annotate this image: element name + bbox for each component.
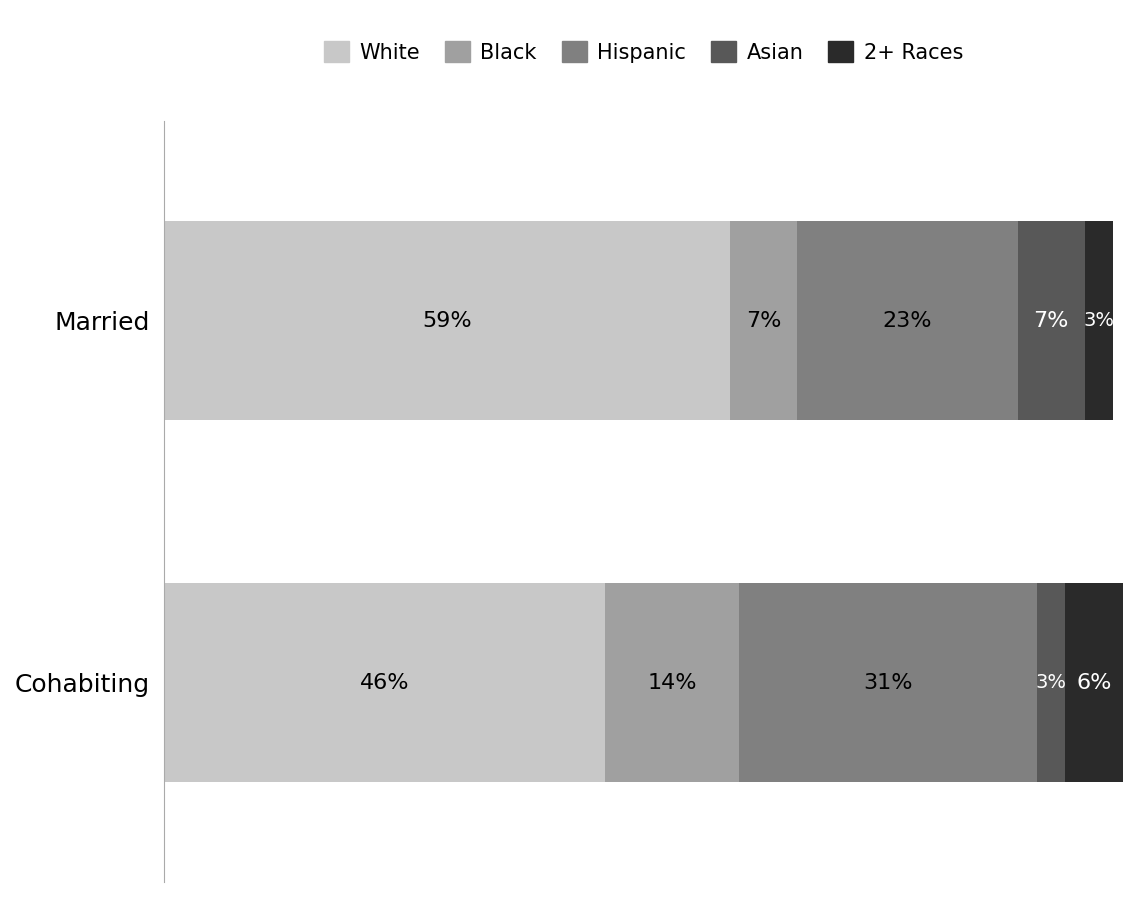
Text: 31%: 31% (864, 673, 913, 692)
Bar (164, 221, 729, 420)
Legend: White, Black, Hispanic, Asian, 2+ Races: White, Black, Hispanic, Asian, 2+ Races (315, 33, 972, 71)
Bar (1085, 221, 1113, 420)
Bar (605, 583, 740, 782)
Text: 23%: 23% (882, 310, 932, 330)
Text: 46%: 46% (360, 673, 410, 692)
Text: 59%: 59% (422, 310, 472, 330)
Bar (1017, 221, 1085, 420)
Text: 3%: 3% (1083, 311, 1114, 330)
Text: 7%: 7% (1033, 310, 1069, 330)
Text: 3%: 3% (1036, 674, 1066, 692)
Bar (164, 583, 605, 782)
Bar (1065, 583, 1123, 782)
Bar (740, 583, 1037, 782)
Text: 7%: 7% (745, 310, 781, 330)
Bar (797, 221, 1017, 420)
Text: 14%: 14% (648, 673, 698, 692)
Bar (1037, 583, 1065, 782)
Bar (729, 221, 797, 420)
Text: 6%: 6% (1077, 673, 1112, 692)
